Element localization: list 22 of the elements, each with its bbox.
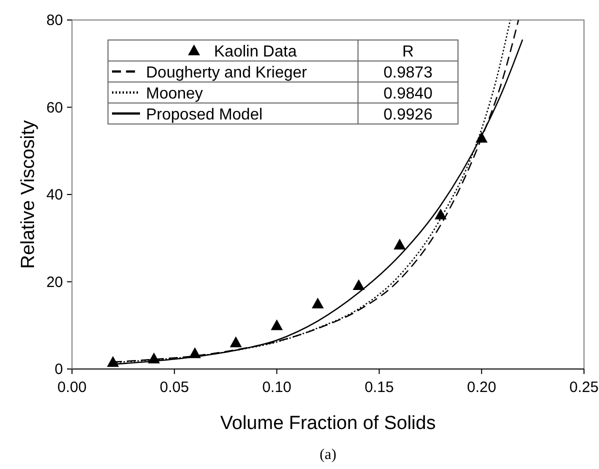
y-axis-title: Relative Viscosity xyxy=(18,120,39,269)
y-tick-label: 60 xyxy=(46,99,63,116)
legend-label: Mooney xyxy=(146,86,203,102)
x-tick-label: 0.20 xyxy=(467,379,496,396)
x-tick-label: 0.25 xyxy=(569,379,599,396)
y-tick-label: 80 xyxy=(46,12,63,29)
annotation: 0.9840 xyxy=(384,86,433,102)
x-tick-label: 0.00 xyxy=(57,379,87,396)
legend-label: Kaolin Data xyxy=(214,44,297,60)
y-tick-label: 0 xyxy=(54,361,63,378)
text: (a) xyxy=(320,447,336,463)
y-tick-label: 20 xyxy=(46,274,63,291)
legend-label: Dougherty and Krieger xyxy=(146,64,308,82)
legend-label: Proposed Model xyxy=(146,106,263,124)
legend-title: R xyxy=(402,44,414,60)
x-axis-title: Volume Fraction of Solids xyxy=(220,413,436,434)
x-tick-label: 0.05 xyxy=(160,379,189,396)
annotation: 0.9926 xyxy=(384,106,433,124)
x-tick-label: 0.10 xyxy=(262,379,292,396)
x-tick-label: 0.15 xyxy=(364,379,394,396)
annotation: 0.9873 xyxy=(384,64,433,82)
y-tick-label: 40 xyxy=(46,186,63,204)
